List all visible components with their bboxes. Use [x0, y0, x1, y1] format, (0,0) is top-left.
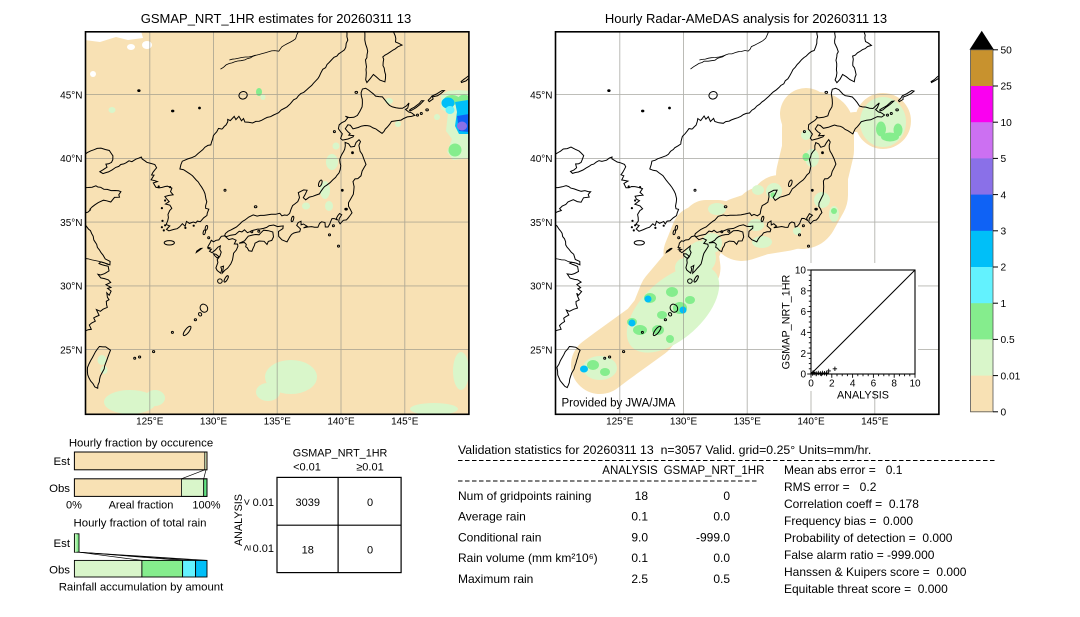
- svg-text:0: 0: [367, 545, 373, 557]
- svg-text:1: 1: [1001, 299, 1007, 310]
- svg-text:0: 0: [1001, 408, 1007, 419]
- svg-text:0: 0: [808, 379, 814, 390]
- svg-text:Rainfall accumulation by amoun: Rainfall accumulation by amount: [59, 582, 224, 594]
- svg-text:5: 5: [1001, 154, 1007, 165]
- svg-text:<: <: [242, 499, 254, 505]
- svg-text:Provided by JWA/JMA: Provided by JWA/JMA: [562, 398, 676, 410]
- svg-text:0.01: 0.01: [1001, 371, 1021, 382]
- svg-text:GSMAP_NRT_1HR: GSMAP_NRT_1HR: [664, 465, 765, 477]
- svg-text:125°E: 125°E: [606, 417, 634, 428]
- svg-text:GSMAP_NRT_1HR estimates for 20: GSMAP_NRT_1HR estimates for 20260311 13: [141, 11, 412, 26]
- svg-text:3039: 3039: [296, 497, 320, 509]
- svg-text:0.01: 0.01: [253, 543, 274, 555]
- svg-text:Num of gridpoints raining: Num of gridpoints raining: [458, 489, 591, 503]
- svg-text:45°N: 45°N: [530, 90, 552, 101]
- svg-text:130°E: 130°E: [200, 417, 228, 428]
- svg-text:40°N: 40°N: [530, 154, 552, 165]
- svg-text:<0.01: <0.01: [293, 462, 321, 474]
- svg-text:0.5: 0.5: [1001, 335, 1015, 346]
- svg-text:Frequency bias = 0.000: Frequency bias = 0.000: [784, 514, 913, 528]
- svg-text:145°E: 145°E: [391, 417, 419, 428]
- svg-text:≥: ≥: [242, 545, 254, 551]
- svg-text:50: 50: [1001, 46, 1013, 57]
- svg-text:False alarm ratio = -999.000: False alarm ratio = -999.000: [784, 548, 935, 562]
- svg-text:ANALYSIS: ANALYSIS: [837, 390, 889, 402]
- svg-text:Hourly fraction by occurence: Hourly fraction by occurence: [69, 438, 213, 450]
- svg-text:Probability of detection = 0.: Probability of detection = 0.000: [784, 531, 953, 545]
- svg-text:Rain volume (mm km²10⁶): Rain volume (mm km²10⁶): [458, 551, 598, 565]
- svg-text:135°E: 135°E: [734, 417, 762, 428]
- svg-text:ANALYSIS: ANALYSIS: [602, 465, 658, 477]
- svg-text:Maximum rain: Maximum rain: [458, 572, 533, 586]
- svg-text:0.1: 0.1: [631, 551, 648, 565]
- svg-text:30°N: 30°N: [530, 282, 552, 293]
- svg-text:2: 2: [800, 349, 806, 360]
- svg-text:140°E: 140°E: [797, 417, 825, 428]
- svg-text:Conditional rain: Conditional rain: [458, 530, 541, 544]
- svg-text:0.5: 0.5: [713, 572, 730, 586]
- svg-text:0: 0: [800, 370, 806, 381]
- svg-text:Hourly fraction of total rain: Hourly fraction of total rain: [74, 518, 207, 530]
- svg-text:0.1: 0.1: [631, 510, 648, 524]
- svg-text:Hanssen & Kuipers score = 0.0: Hanssen & Kuipers score = 0.000: [784, 565, 967, 579]
- svg-text:Obs: Obs: [49, 483, 70, 495]
- svg-text:≥0.01: ≥0.01: [356, 462, 383, 474]
- svg-text:25°N: 25°N: [530, 345, 552, 356]
- svg-text:Est: Est: [54, 456, 71, 468]
- svg-text:Hourly Radar-AMeDAS analysis f: Hourly Radar-AMeDAS analysis for 2026031…: [605, 11, 887, 26]
- svg-text:6: 6: [800, 307, 806, 318]
- svg-text:Validation statistics for 2026: Validation statistics for 20260311 13 n=…: [458, 443, 871, 457]
- svg-text:Equitable threat score = 0.00: Equitable threat score = 0.000: [784, 582, 948, 596]
- svg-text:Average rain: Average rain: [458, 510, 526, 524]
- svg-text:GSMAP_NRT_1HR: GSMAP_NRT_1HR: [293, 448, 388, 460]
- svg-text:9.0: 9.0: [631, 530, 648, 544]
- svg-text:2: 2: [829, 379, 835, 390]
- svg-text:3: 3: [1001, 227, 1007, 238]
- svg-text:25: 25: [1001, 82, 1013, 93]
- svg-text:18: 18: [302, 545, 314, 557]
- svg-text:Mean abs error = 0.1: Mean abs error = 0.1: [784, 463, 903, 477]
- svg-text:0: 0: [723, 489, 730, 503]
- svg-text:10: 10: [795, 266, 807, 277]
- svg-text:0.01: 0.01: [253, 497, 274, 509]
- svg-text:100%: 100%: [192, 500, 220, 512]
- svg-text:6: 6: [871, 379, 877, 390]
- svg-text:RMS error = 0.2: RMS error = 0.2: [784, 480, 877, 494]
- svg-text:8: 8: [891, 379, 897, 390]
- svg-text:35°N: 35°N: [530, 218, 552, 229]
- svg-text:10: 10: [1001, 118, 1013, 129]
- svg-text:0: 0: [367, 497, 373, 509]
- svg-text:0%: 0%: [66, 500, 82, 512]
- svg-text:18: 18: [635, 489, 649, 503]
- svg-text:45°N: 45°N: [60, 90, 82, 101]
- svg-text:0.0: 0.0: [713, 510, 730, 524]
- svg-text:GSMAP_NRT_1HR: GSMAP_NRT_1HR: [781, 275, 793, 370]
- svg-text:4: 4: [1001, 190, 1007, 201]
- svg-text:-999.0: -999.0: [696, 530, 730, 544]
- svg-text:4: 4: [850, 379, 856, 390]
- svg-text:Correlation coeff = 0.178: Correlation coeff = 0.178: [784, 497, 919, 511]
- svg-text:Obs: Obs: [49, 565, 70, 577]
- svg-text:2: 2: [1001, 263, 1007, 274]
- svg-text:Areal fraction: Areal fraction: [109, 500, 174, 512]
- svg-text:40°N: 40°N: [60, 154, 82, 165]
- svg-text:130°E: 130°E: [670, 417, 698, 428]
- svg-text:8: 8: [800, 286, 806, 297]
- svg-text:2.5: 2.5: [631, 572, 648, 586]
- svg-text:Est: Est: [54, 538, 71, 550]
- svg-text:135°E: 135°E: [264, 417, 292, 428]
- svg-text:ANALYSIS: ANALYSIS: [233, 494, 245, 546]
- svg-text:25°N: 25°N: [60, 345, 82, 356]
- svg-text:145°E: 145°E: [861, 417, 889, 428]
- svg-text:10: 10: [909, 379, 921, 390]
- svg-text:140°E: 140°E: [327, 417, 355, 428]
- svg-text:35°N: 35°N: [60, 218, 82, 229]
- svg-text:30°N: 30°N: [60, 282, 82, 293]
- svg-text:4: 4: [800, 328, 806, 339]
- svg-text:0.0: 0.0: [713, 551, 730, 565]
- svg-text:125°E: 125°E: [136, 417, 164, 428]
